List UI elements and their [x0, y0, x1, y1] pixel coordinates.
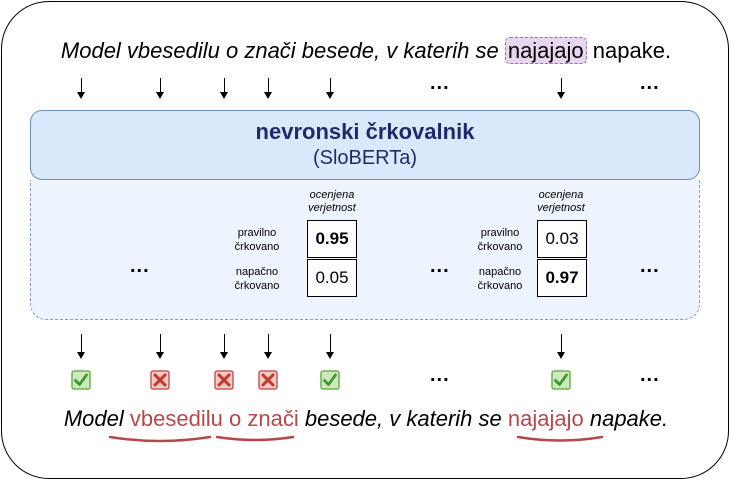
model-box: nevronski črkovalnik (SloBERTa): [30, 110, 700, 180]
estimate-1-correct-label: pravilno črkovano: [234, 227, 280, 253]
cross-icon: [258, 370, 278, 390]
check-icon: [71, 370, 91, 390]
check-icon: [320, 370, 340, 390]
output-ellipsis-2: ...: [640, 364, 660, 386]
detail-ellipsis-2: ...: [430, 255, 450, 277]
error-word-4: najajajo: [507, 406, 584, 431]
estimate-2-incorrect-label: napačno črkovano: [477, 266, 523, 292]
estimate-2-incorrect-value: 0.97: [537, 259, 587, 297]
cross-icon: [150, 370, 170, 390]
input-sentence-text: Model vbesedilu o znači besede, v kateri…: [60, 38, 499, 63]
error-word-1: vbesedilu: [129, 406, 223, 431]
error-underlines: [108, 435, 604, 443]
check-icon: [551, 370, 571, 390]
input-sentence: Model vbesedilu o znači besede, v kateri…: [0, 37, 732, 64]
detail-ellipsis-3: ...: [640, 255, 660, 277]
output-word-1: Model: [63, 406, 124, 431]
model-title: nevronski črkovalnik: [255, 119, 475, 144]
model-detail-area: [30, 180, 700, 320]
detail-ellipsis-1: ...: [130, 255, 150, 277]
underline-vbesedilu: [108, 435, 212, 443]
output-word-end: napake.: [589, 406, 669, 431]
input-ellipsis-2: ...: [640, 72, 660, 94]
model-subtitle: (SloBERTa): [312, 147, 418, 169]
estimate-1-header: ocenjena verjetnost: [308, 189, 356, 214]
underline-o-znaci: [215, 435, 295, 442]
input-sentence-end: napake.: [592, 38, 672, 63]
estimate-1-incorrect-label: napačno črkovano: [234, 266, 280, 292]
estimate-1-incorrect-value: 0.05: [307, 259, 357, 297]
estimate-2-correct-label: pravilno črkovano: [477, 227, 523, 253]
error-word-2: o: [228, 406, 242, 431]
input-ellipsis-1: ...: [430, 72, 450, 94]
estimate-1-correct-value: 0.95: [307, 220, 357, 258]
output-ellipsis-1: ...: [430, 364, 450, 386]
cross-icon: [214, 370, 234, 390]
underline-najajajo: [516, 435, 604, 442]
estimate-2-correct-value: 0.03: [537, 220, 587, 258]
highlighted-word: najajajo: [504, 37, 587, 64]
error-word-3: znači: [247, 406, 299, 431]
output-sentence: Model vbesedilu o znači besede, v kateri…: [0, 406, 732, 432]
output-word-middle: besede, v katerih se: [304, 406, 502, 431]
estimate-2-header: ocenjena verjetnost: [537, 189, 585, 214]
